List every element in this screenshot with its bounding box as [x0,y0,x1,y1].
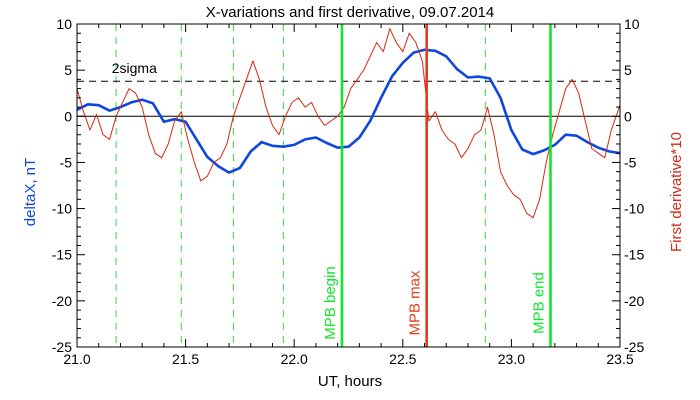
y-left-tick-label-2: 0 [64,108,72,124]
mpb-label-max: MPB max [407,270,424,336]
y-right-tick-label-3: -5 [624,154,637,170]
y-right-tick-label-4: -10 [624,201,644,217]
y-right-tick-label-2: 0 [624,108,632,124]
y-left-tick-label-7: -25 [52,339,72,355]
y-axis-right-title: First derivative*10 [668,132,685,252]
reference-lines [77,24,620,347]
plot-frame [76,23,621,348]
y-right-tick-label-6: -20 [624,293,644,309]
y-left-tick-label-1: 5 [64,62,72,78]
series-line-deltaX [76,48,621,174]
x-tick-label-2: 22.0 [281,351,308,367]
chart-title: X-variations and first derivative, 09.07… [206,4,495,21]
x-tick-label-3: 22.5 [389,351,416,367]
axes: 10 105 50 0-5 -5-10 -10-15 -15-20 -20-25 -2521.0… [52,16,645,367]
y-left-tick-label-0: 10 [56,16,72,32]
mpb-label-end: MPB end [530,272,547,334]
y-left-tick-label-4: -10 [52,201,72,217]
series-line-derivative [76,28,621,219]
x-tick-label-1: 21.5 [172,351,199,367]
y-left-tick-label-3: -5 [60,154,73,170]
x-tick-label-0: 21.0 [63,351,90,367]
x-tick-label-4: 23.0 [498,351,525,367]
y-right-tick-label-5: -15 [624,247,644,263]
x-tick-label-5: 23.5 [606,351,633,367]
y-axis-left-title: deltaX, nT [22,158,39,226]
y-right-tick-label-1: 5 [624,62,632,78]
chart-labels: 2sigma MPB begin MPB max MPB end [112,60,548,339]
series-layer [76,24,621,347]
x-axis-title: UT, hours [318,373,382,390]
y-right-tick-label-0: 10 [624,16,640,32]
mpb-label-begin: MPB begin [322,266,339,339]
y-right-tick-label-7: -25 [624,339,644,355]
y-left-tick-label-6: -20 [52,293,72,309]
sigma-label: 2sigma [112,60,157,76]
y-left-tick-label-5: -15 [52,247,72,263]
